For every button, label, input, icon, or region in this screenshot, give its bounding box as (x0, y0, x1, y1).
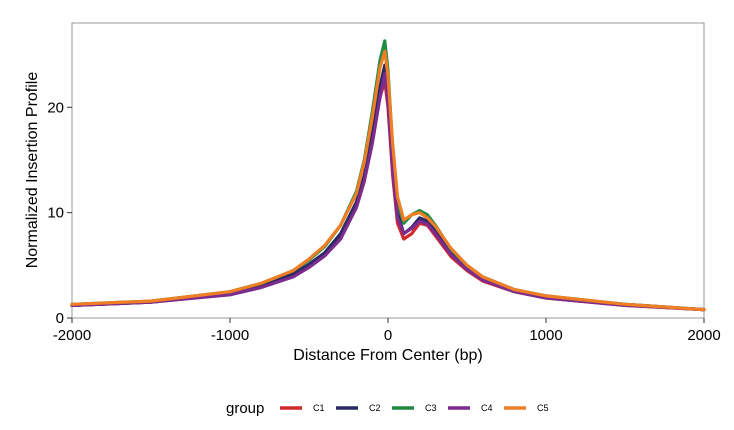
x-axis: -2000 -1000 0 1000 2000 (53, 318, 721, 344)
series-line-c4 (70, 72, 706, 312)
series-line-c5 (70, 49, 706, 312)
series-layer (70, 39, 706, 312)
x-axis-title: Distance From Center (bp) (293, 347, 482, 364)
y-axis: 0 10 20 (47, 99, 72, 327)
x-tick-label: -2000 (53, 327, 91, 344)
legend-label-c2: C2 (369, 403, 381, 413)
legend: group C1 C2 C3 C4 C5 (226, 400, 549, 417)
y-tick-label: 10 (47, 205, 64, 222)
y-axis-title: Normalized Insertion Profile (24, 72, 41, 269)
y-tick-label: 0 (56, 310, 64, 327)
legend-label-c4: C4 (481, 403, 493, 413)
x-tick-label: -1000 (211, 327, 249, 344)
x-tick-label: 2000 (687, 327, 720, 344)
legend-label-c5: C5 (537, 403, 549, 413)
legend-title: group (226, 400, 264, 417)
x-tick-label: 1000 (529, 327, 562, 344)
legend-label-c1: C1 (313, 403, 325, 413)
x-tick-label: 0 (384, 327, 392, 344)
legend-label-c3: C3 (425, 403, 437, 413)
y-tick-label: 20 (47, 99, 64, 116)
